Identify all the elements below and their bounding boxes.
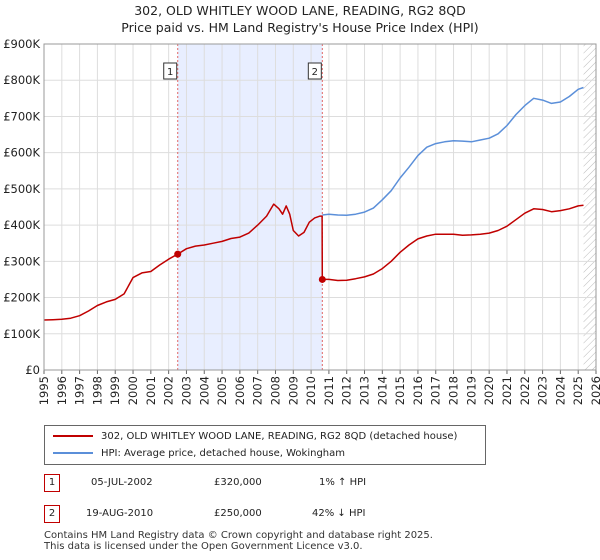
footer-line-1: Contains HM Land Registry data © Crown c…	[44, 530, 433, 541]
y-tick-label: £900K	[3, 37, 40, 51]
x-tick-label: 2002	[162, 376, 176, 405]
transaction-hpi-diff: 1% ↑ HPI	[319, 477, 367, 488]
series-lines	[43, 86, 584, 321]
y-tick-label: £200K	[3, 291, 40, 305]
x-tick-label: 2011	[322, 376, 336, 405]
x-tick-label: 2003	[179, 376, 193, 405]
series-line	[43, 203, 584, 321]
x-tick-label: 2008	[268, 376, 282, 405]
legend-swatch-property	[53, 435, 93, 437]
x-tick-label: 2020	[482, 376, 496, 405]
sale-point	[174, 250, 182, 258]
legend-label-property: 302, OLD WHITLEY WOOD LANE, READING, RG2…	[101, 430, 458, 442]
x-tick-label: 1996	[55, 376, 69, 405]
x-tick-label: 1999	[108, 376, 122, 405]
legend-label-hpi: HPI: Average price, detached house, Woki…	[101, 447, 345, 459]
x-tick-label: 2004	[197, 376, 211, 405]
transaction-number-badge: 2	[44, 505, 60, 523]
y-tick-label: £100K	[3, 327, 40, 341]
sale-points	[174, 250, 326, 283]
x-tick-label: 2015	[393, 376, 407, 405]
x-tick-label: 2010	[304, 376, 318, 405]
footer-attribution: Contains HM Land Registry data © Crown c…	[44, 530, 433, 552]
title-line-2: Price paid vs. HM Land Registry's House …	[121, 20, 479, 35]
x-tick-label: 2024	[553, 376, 567, 405]
x-tick-label: 2013	[358, 376, 372, 405]
x-tick-label: 2017	[429, 376, 443, 405]
annotation-box	[307, 62, 322, 80]
annotation-label: 1	[167, 67, 173, 78]
x-tick-label: 2006	[233, 376, 247, 405]
y-tick-label: £700K	[3, 109, 40, 123]
x-tick-label: 2025	[571, 376, 585, 405]
y-tick-label: £400K	[3, 218, 40, 232]
series-line	[322, 86, 584, 217]
grid-lines	[43, 43, 597, 371]
y-axis-ticks: £0 £100K £200K £300K £400K £500K £600K £700K £80…	[3, 37, 40, 377]
forecast-hatch	[583, 44, 596, 370]
x-tick-label: 2007	[251, 376, 265, 405]
y-tick-label: £800K	[3, 73, 40, 87]
transaction-price: £320,000	[214, 477, 262, 488]
transaction-date: 05-JUL-2002	[91, 477, 153, 488]
y-tick-label: £600K	[3, 146, 40, 160]
x-tick-label: 1995	[37, 376, 51, 405]
legend-entry-hpi: HPI: Average price, detached house, Woki…	[53, 445, 345, 461]
y-tick-label: £300K	[3, 254, 40, 268]
ownership-period-shading	[177, 44, 323, 370]
x-tick-label: 2001	[144, 376, 158, 405]
x-tick-label: 1998	[90, 376, 104, 405]
legend-swatch-hpi	[53, 452, 93, 454]
x-tick-label: 2026	[589, 376, 600, 405]
x-tick-label: 2009	[286, 376, 300, 405]
plot-frame	[43, 43, 597, 371]
footer-line-2: This data is licensed under the Open Gov…	[44, 541, 363, 552]
annotation-box	[163, 62, 178, 80]
x-tick-label: 1997	[73, 376, 87, 405]
x-tick-label: 2021	[500, 376, 514, 405]
sale-point	[318, 275, 326, 283]
annotation-label: 2	[312, 67, 318, 78]
x-tick-label: 2016	[411, 376, 425, 405]
transaction-price: £250,000	[214, 508, 262, 519]
y-tick-label: £0	[25, 363, 40, 377]
x-tick-label: 2023	[536, 376, 550, 405]
x-tick-label: 2018	[447, 376, 461, 405]
transaction-number-badge: 1	[44, 474, 60, 492]
y-tick-label: £500K	[3, 182, 40, 196]
x-tick-label: 2014	[375, 376, 389, 405]
x-tick-label: 2022	[518, 376, 532, 405]
x-tick-label: 2000	[126, 376, 140, 405]
x-tick-label: 2012	[340, 376, 354, 405]
title-line-1: 302, OLD WHITLEY WOOD LANE, READING, RG2…	[134, 3, 466, 18]
transaction-date: 19-AUG-2010	[86, 508, 154, 519]
x-tick-label: 2005	[215, 376, 229, 405]
x-axis-ticks: 1995 1996 1997 1998 1999 2000 2001 2002 2003 2004…	[37, 370, 600, 405]
x-tick-label: 2019	[464, 376, 478, 405]
legend: 302, OLD WHITLEY WOOD LANE, READING, RG2…	[44, 425, 486, 465]
transaction-hpi-diff: 42% ↓ HPI	[312, 508, 366, 519]
legend-entry-property: 302, OLD WHITLEY WOOD LANE, READING, RG2…	[53, 428, 457, 444]
chart-title: 302, OLD WHITLEY WOOD LANE, READING, RG2…	[0, 2, 600, 36]
